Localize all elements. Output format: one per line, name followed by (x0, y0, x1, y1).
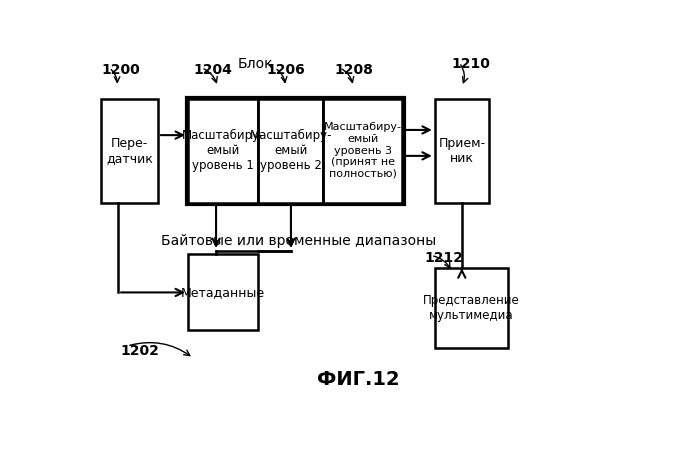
Text: Масштабиру-
емый
уровень 1: Масштабиру- емый уровень 1 (182, 129, 265, 172)
Bar (323, 99, 402, 202)
Text: 1200: 1200 (101, 62, 140, 76)
Text: Блок: Блок (238, 57, 274, 70)
Text: Байтовые или временные диапазоны: Байтовые или временные диапазоны (162, 233, 437, 248)
Text: Пере-
датчик: Пере- датчик (106, 136, 153, 165)
Text: 1208: 1208 (335, 62, 373, 76)
Text: Прием-
ник: Прием- ник (438, 136, 485, 165)
Text: 1210: 1210 (451, 57, 490, 71)
Bar (186, 97, 405, 204)
Text: ФИГ.12: ФИГ.12 (317, 370, 400, 389)
Bar (101, 99, 158, 202)
Text: Масштабиру-
емый
уровень 3
(принят не
полностью): Масштабиру- емый уровень 3 (принят не по… (324, 123, 402, 179)
Bar (258, 99, 323, 202)
Text: Представление
мультимедиа: Представление мультимедиа (423, 294, 519, 322)
Bar (188, 255, 258, 330)
Text: 1212: 1212 (425, 251, 464, 265)
Bar (435, 99, 489, 202)
Text: 1204: 1204 (193, 62, 232, 76)
Text: Масштабиру-
емый
уровень 2: Масштабиру- емый уровень 2 (250, 129, 332, 172)
Text: Метаданные: Метаданные (181, 286, 265, 299)
Text: 1206: 1206 (267, 62, 305, 76)
Text: 1202: 1202 (120, 344, 159, 358)
Bar (435, 268, 508, 348)
Bar (188, 99, 258, 202)
